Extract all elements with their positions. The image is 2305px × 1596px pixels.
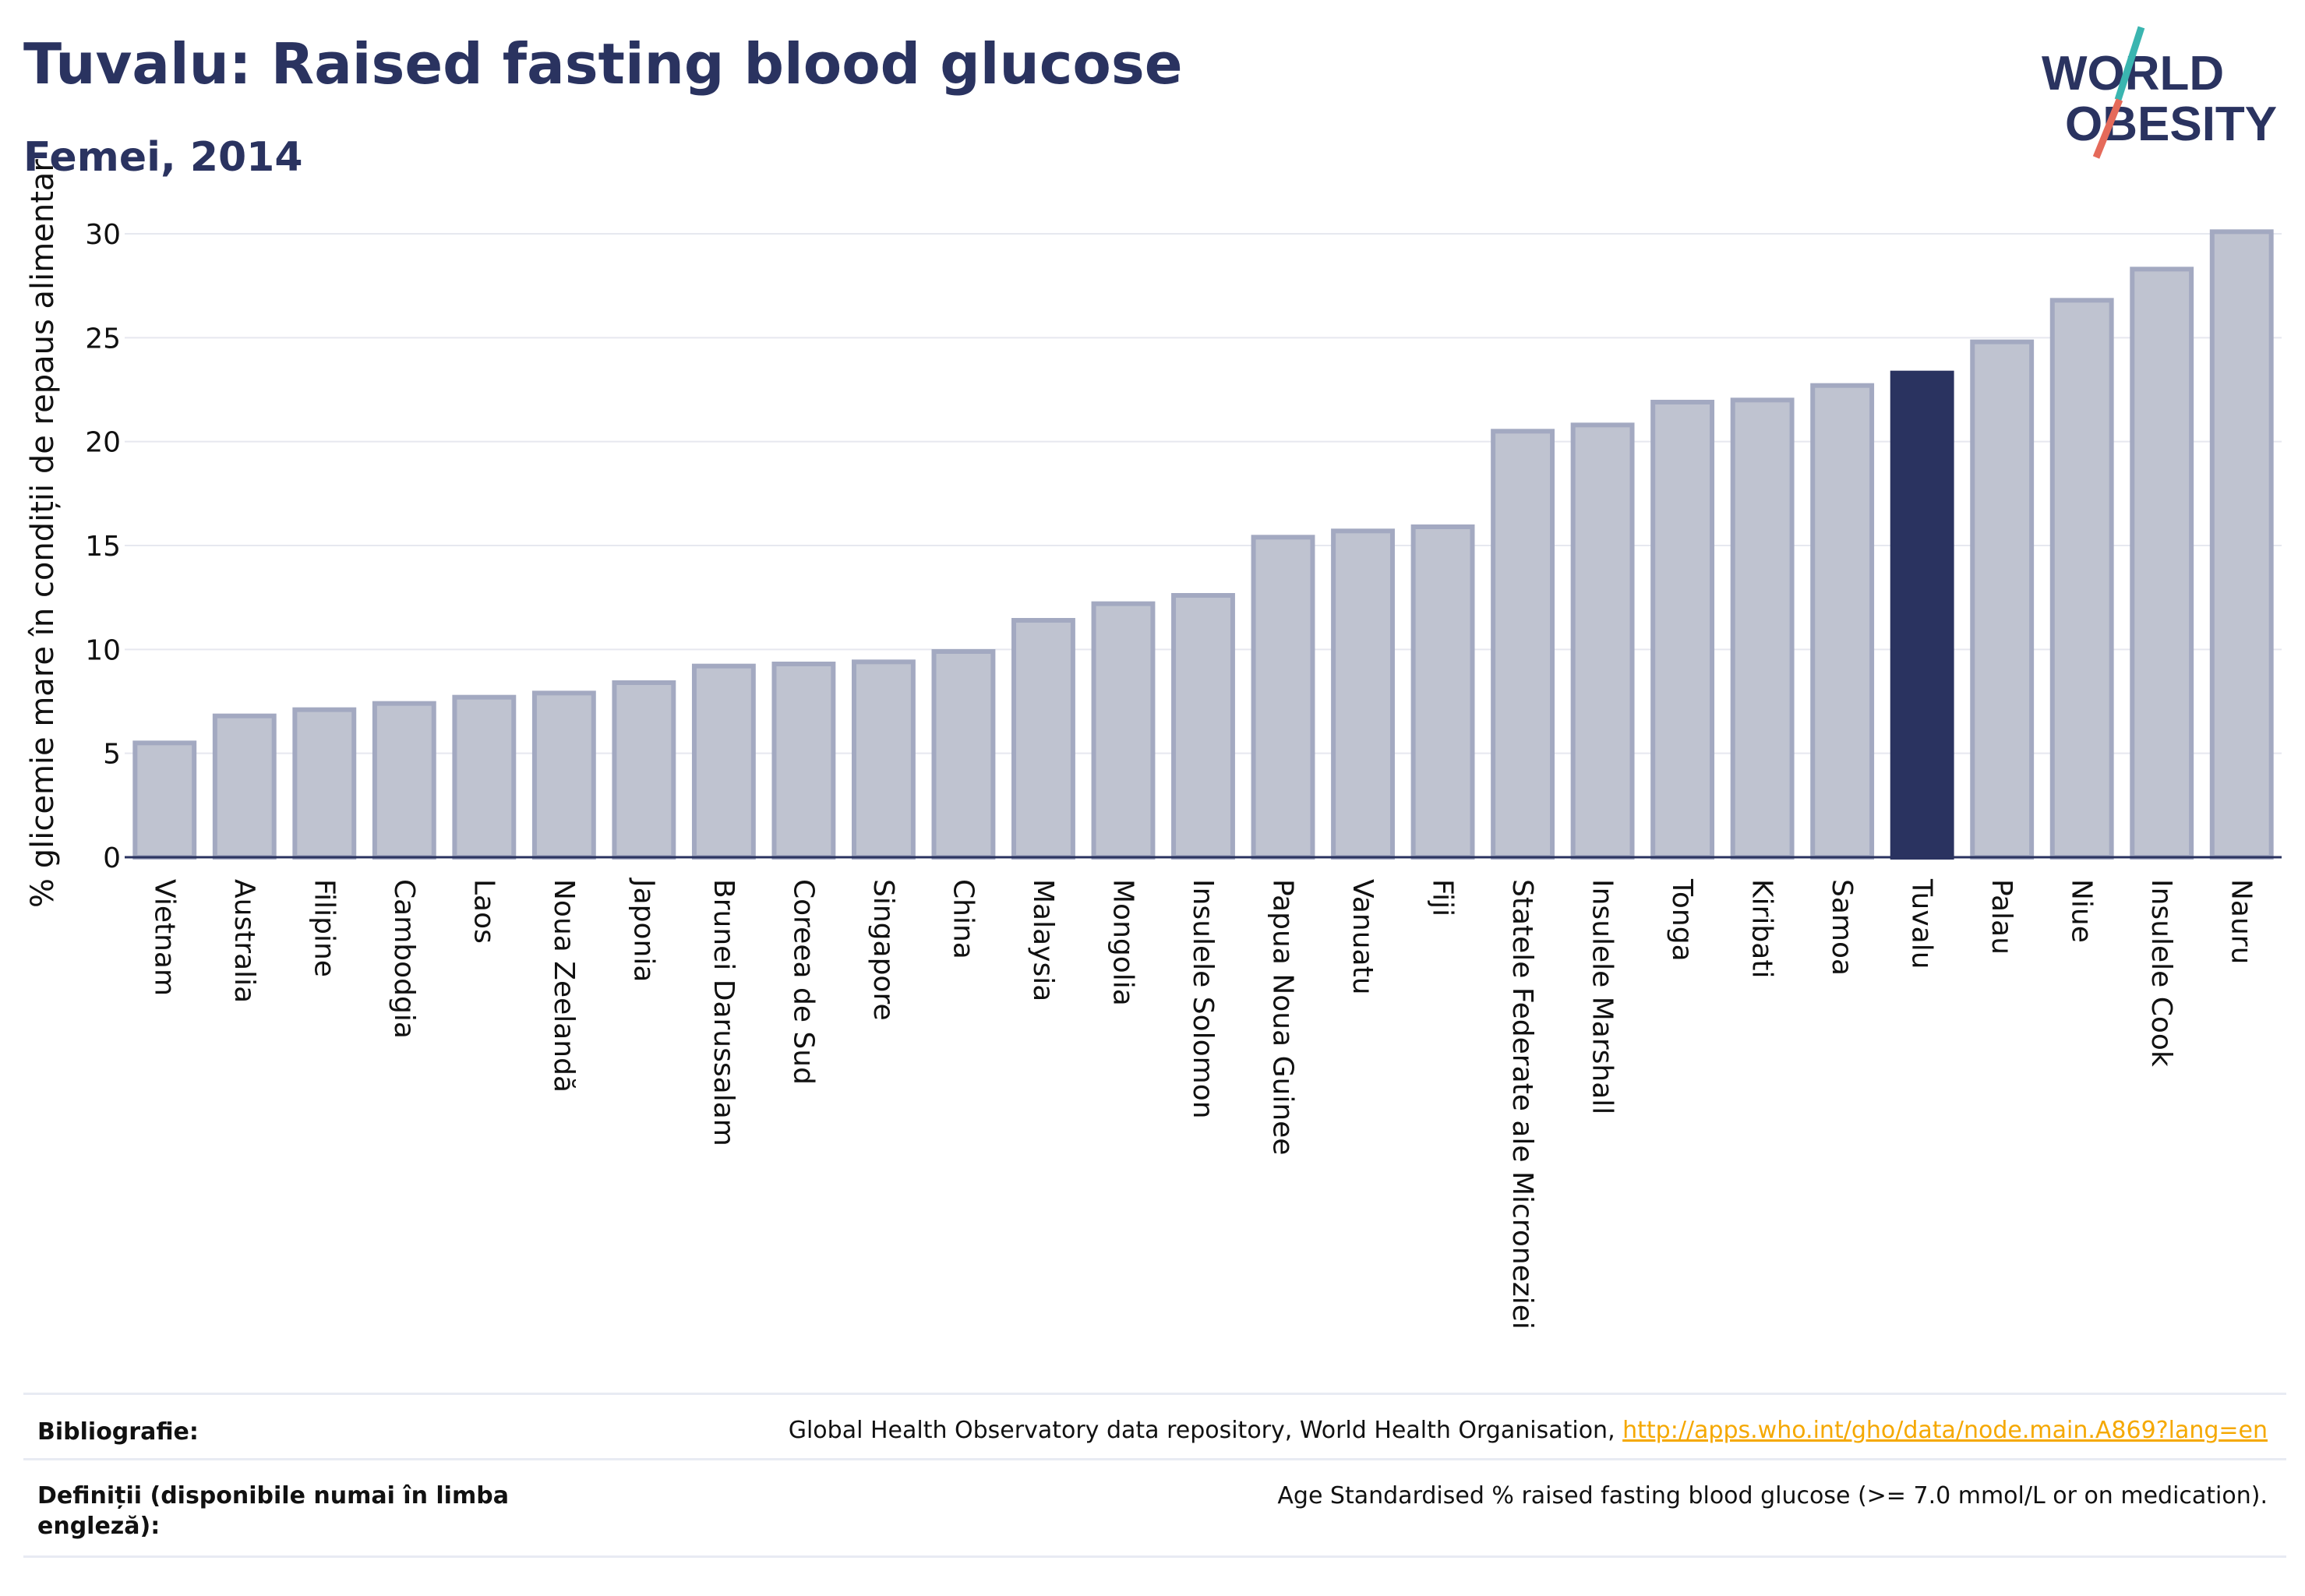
x-tick-label: Insulele Solomon	[1187, 879, 1219, 1119]
definitions-text: Age Standardised % raised fasting blood …	[1277, 1482, 2268, 1509]
x-tick-label: Statele Federate ale Microneziei	[1506, 879, 1538, 1329]
bibliography-link[interactable]: http://apps.who.int/gho/data/node.main.A…	[1622, 1417, 2268, 1444]
x-tick-label: Brunei Darussalam	[708, 879, 740, 1146]
bars	[132, 229, 2274, 860]
x-tick-label: China	[947, 879, 979, 959]
bar	[372, 701, 436, 860]
bar	[851, 659, 916, 860]
bibliography-source: Global Health Observatory data repositor…	[789, 1417, 2268, 1444]
y-tick-label: 30	[85, 219, 121, 251]
bar	[1331, 528, 1395, 860]
x-tick-label: Filipine	[308, 879, 340, 977]
y-tick-label: 5	[103, 739, 121, 771]
x-tick-label: Insulele Marshall	[1587, 879, 1618, 1114]
bar	[132, 740, 197, 860]
x-tick-label: Vietnam	[148, 879, 180, 996]
footer-divider-top	[23, 1393, 2286, 1395]
x-tick-label: Nauru	[2226, 879, 2257, 964]
bar	[612, 680, 676, 860]
chart-subtitle: Femei, 2014	[23, 134, 303, 181]
x-tick-label: Coreea de Sud	[787, 879, 819, 1085]
y-axis-label: % glicemie mare în condiții de repaus al…	[25, 159, 61, 908]
x-tick-label: Malaysia	[1027, 879, 1059, 1001]
x-tick-label: Insulele Cook	[2145, 879, 2177, 1067]
y-tick-label: 0	[103, 842, 121, 874]
logo-slash-top	[2114, 26, 2145, 101]
x-tick-label: Samoa	[1826, 879, 1858, 976]
x-tick-label: Kiribati	[1746, 879, 1778, 978]
x-tick-label: Tonga	[1666, 878, 1698, 962]
bar	[1011, 618, 1075, 860]
x-tick-label: Niue	[2066, 879, 2098, 943]
x-tick-label: Singapore	[867, 879, 899, 1021]
bar	[691, 663, 756, 860]
footer-divider-middle	[23, 1458, 2286, 1460]
bar	[1570, 422, 1635, 860]
y-tick-label: 25	[85, 323, 121, 355]
bar	[1810, 383, 1875, 860]
bar	[212, 713, 277, 860]
bar	[1091, 601, 1156, 860]
x-tick-label: Mongolia	[1107, 879, 1138, 1006]
bar	[931, 649, 996, 860]
bar	[531, 690, 596, 860]
bibliography-text: Global Health Observatory data repositor…	[788, 1417, 1623, 1444]
bar	[2049, 298, 2114, 860]
bar	[2130, 267, 2194, 860]
x-tick-label: Vanuatu	[1347, 879, 1378, 995]
x-tick-label: Japonia	[627, 877, 659, 982]
y-tick-label: 10	[85, 634, 121, 666]
x-tick-label: Papua Noua Guinee	[1267, 879, 1299, 1155]
bar	[452, 694, 517, 860]
footer-divider-bottom	[23, 1555, 2286, 1558]
x-tick-label: Tuvalu	[1906, 878, 1938, 969]
x-axis-ticks: Vietnam Australia Filipine Cambodgia Laos Nou…	[148, 877, 2257, 1329]
y-tick-label: 20	[85, 427, 121, 459]
x-tick-label: Cambodgia	[388, 879, 420, 1039]
bar-chart: 0 5 10 15 20 25 30 Vietnam Australia Filipine Cam…	[25, 159, 2282, 1329]
bar	[2209, 229, 2274, 860]
bar	[1251, 535, 1315, 860]
chart-title: Tuvalu: Raised fasting blood glucose	[23, 31, 1183, 97]
x-tick-label: Australia	[228, 879, 260, 1003]
bibliography-label: Bibliografie:	[37, 1418, 199, 1446]
bar	[771, 662, 836, 860]
y-tick-label: 15	[85, 531, 121, 563]
world-obesity-logo[interactable]: WORLD OBESITY	[2026, 23, 2291, 164]
x-tick-label: Palau	[1986, 879, 2017, 955]
bar	[1410, 524, 1475, 860]
x-tick-label: Laos	[468, 879, 499, 944]
bar-highlight	[1890, 370, 1954, 860]
bar	[292, 707, 357, 860]
bar	[1491, 429, 1555, 860]
bar	[1650, 400, 1715, 860]
bar	[1730, 397, 1795, 860]
logo-slash-bottom	[2092, 98, 2123, 159]
definitions-label: Definiții (disponibile numai în limba en…	[37, 1482, 509, 1540]
y-axis-ticks: 0 5 10 15 20 25 30	[85, 219, 121, 874]
x-tick-label: Noua Zeelandă	[548, 879, 580, 1093]
bar	[1171, 593, 1235, 860]
x-tick-label: Fiji	[1427, 879, 1459, 916]
bar	[1970, 339, 2035, 860]
